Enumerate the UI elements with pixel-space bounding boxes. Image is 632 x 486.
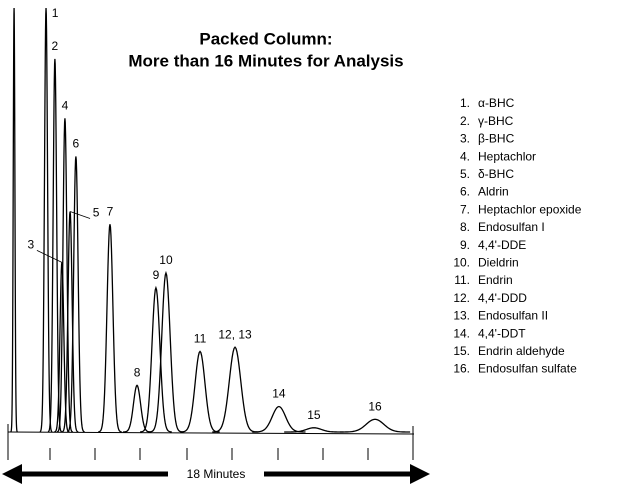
leader-line: [69, 211, 91, 219]
legend-number: 15.: [453, 344, 470, 358]
legend-name: 4,4'-DDE: [478, 238, 526, 252]
legend-number: 12.: [453, 291, 470, 305]
leader-line: [36, 250, 63, 263]
legend-number: 11.: [454, 273, 470, 287]
legend-number: 1.: [460, 96, 470, 110]
legend-name: Heptachlor epoxide: [478, 202, 582, 216]
peak-label: 11: [194, 332, 207, 346]
peak-label: 1: [52, 6, 59, 20]
legend-name: 4,4'-DDT: [478, 326, 526, 340]
peak-label: 9: [153, 268, 160, 282]
legend-name: Endrin aldehyde: [478, 344, 565, 358]
peak-label: 6: [73, 137, 80, 151]
legend-number: 6.: [460, 185, 470, 199]
chart-title: Packed Column:: [199, 29, 332, 48]
legend-name: Heptachlor: [478, 149, 536, 163]
peak-label: 3: [28, 238, 35, 252]
peak: [122, 384, 152, 433]
peak-label: 15: [307, 408, 321, 422]
legend-number: 5.: [460, 167, 470, 181]
peak-label: 8: [134, 366, 141, 380]
legend-name: Aldrin: [478, 185, 509, 199]
legend-name: α-BHC: [478, 96, 515, 110]
legend-name: Dieldrin: [478, 255, 519, 269]
legend-number: 4.: [460, 149, 470, 163]
legend-number: 16.: [453, 362, 470, 376]
x-axis-label: 18 Minutes: [187, 467, 246, 481]
legend-number: 9.: [460, 238, 470, 252]
peak-label: 14: [272, 387, 286, 401]
legend-name: Endrin: [478, 273, 513, 287]
legend-name: 4,4'-DDD: [478, 291, 527, 305]
legend-number: 14.: [453, 326, 470, 340]
peak-label: 12, 13: [218, 327, 252, 341]
peak-label: 10: [159, 253, 173, 267]
peak: [10, 7, 18, 433]
peak: [98, 224, 122, 433]
peak: [284, 427, 344, 433]
peak: [47, 58, 63, 433]
legend-number: 13.: [453, 309, 470, 323]
peak-label: 7: [107, 204, 114, 218]
legend-name: β-BHC: [478, 132, 515, 146]
legend-number: 8.: [460, 220, 470, 234]
peak: [39, 7, 53, 433]
legend-name: γ-BHC: [478, 114, 514, 128]
peak: [180, 350, 220, 433]
peak: [66, 156, 85, 433]
baseline: [7, 431, 415, 435]
legend-number: 10.: [453, 255, 470, 269]
peak: [212, 346, 258, 433]
peak-label: 5: [93, 206, 100, 220]
legend-number: 3.: [460, 132, 470, 146]
legend-name: Endosulfan I: [478, 220, 545, 234]
time-arrow: 18 Minutes: [2, 464, 430, 484]
axis-frame: [7, 424, 414, 460]
legend-name: δ-BHC: [478, 167, 514, 181]
chart-subtitle: More than 16 Minutes for Analysis: [128, 51, 403, 70]
peak: [339, 418, 411, 433]
legend-number: 7.: [460, 202, 470, 216]
peak: [140, 285, 172, 433]
legend-number: 2.: [460, 114, 470, 128]
legend-name: Endosulfan II: [478, 309, 548, 323]
peak: [252, 405, 306, 433]
peak-label: 4: [62, 98, 69, 112]
legend-name: Endosulfan sulfate: [478, 362, 577, 376]
peak-label: 2: [52, 39, 59, 53]
peak: [149, 270, 183, 433]
peak-label: 16: [368, 399, 382, 413]
